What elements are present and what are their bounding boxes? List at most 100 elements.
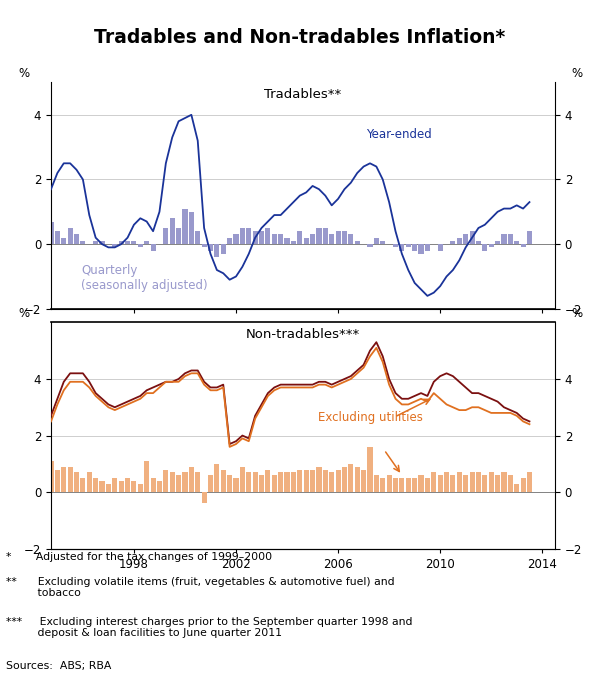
Bar [49,461,53,492]
Bar [488,244,494,247]
Bar [335,231,341,244]
Bar [74,473,79,492]
Bar [163,228,169,244]
Bar [202,492,206,503]
Bar [367,447,373,492]
Bar [265,228,271,244]
Bar [393,478,398,492]
Bar [182,473,188,492]
Bar [316,467,322,492]
Bar [425,244,430,251]
Bar [68,467,73,492]
Bar [495,475,500,492]
Bar [55,470,60,492]
Bar [112,478,118,492]
Bar [240,467,245,492]
Bar [355,467,360,492]
Bar [119,241,124,244]
Bar [227,238,232,244]
Bar [144,461,149,492]
Bar [170,473,175,492]
Bar [527,231,532,244]
Bar [316,228,322,244]
Text: Tradables and Non-tradables Inflation*: Tradables and Non-tradables Inflation* [94,28,506,47]
Text: Year-ended: Year-ended [366,128,432,140]
Bar [284,238,290,244]
Text: Quarterly
(seasonally adjusted): Quarterly (seasonally adjusted) [81,264,208,291]
Bar [418,475,424,492]
Bar [100,241,104,244]
Bar [374,238,379,244]
Text: %: % [572,67,583,80]
Bar [451,241,455,244]
Text: *       Adjusted for the tax changes of 1999–2000: * Adjusted for the tax changes of 1999–2… [6,552,272,562]
Bar [386,475,392,492]
Bar [157,481,162,492]
Bar [451,475,455,492]
Bar [253,231,258,244]
Bar [418,244,424,254]
Bar [304,470,309,492]
Bar [291,241,296,244]
Bar [112,244,118,247]
Bar [502,473,506,492]
Bar [246,228,251,244]
Text: ***     Excluding interest charges prior to the September quarter 1998 and
     : *** Excluding interest charges prior to … [6,617,413,638]
Bar [425,478,430,492]
Bar [508,475,513,492]
Bar [393,244,398,247]
Text: Excluding utilities: Excluding utilities [317,411,422,424]
Bar [151,244,155,251]
Bar [233,478,239,492]
Bar [463,475,468,492]
Text: %: % [18,307,29,320]
Bar [131,241,136,244]
Bar [431,473,436,492]
Bar [80,241,85,244]
Bar [400,244,404,251]
Bar [412,478,417,492]
Bar [106,484,111,492]
Bar [265,470,271,492]
Bar [437,244,443,251]
Bar [208,244,213,251]
Bar [348,464,353,492]
Bar [335,470,341,492]
Text: %: % [18,67,29,80]
Bar [323,228,328,244]
Bar [374,475,379,492]
Bar [342,467,347,492]
Bar [406,478,411,492]
Bar [463,234,468,244]
Bar [144,241,149,244]
Bar [227,475,232,492]
Bar [259,475,264,492]
Bar [310,470,315,492]
Bar [348,234,353,244]
Bar [214,464,220,492]
Bar [278,473,283,492]
Bar [68,228,73,244]
Bar [514,484,519,492]
Bar [291,473,296,492]
Bar [138,484,143,492]
Bar [214,244,220,257]
Text: %: % [572,307,583,320]
Bar [521,478,526,492]
Bar [259,231,264,244]
Bar [437,475,443,492]
Text: Non-tradables***: Non-tradables*** [246,328,360,341]
Bar [329,473,334,492]
Bar [125,478,130,492]
Bar [100,481,104,492]
Bar [189,212,194,244]
Bar [233,234,239,244]
Bar [151,478,155,492]
Bar [406,244,411,247]
Bar [253,473,258,492]
Bar [457,238,462,244]
Bar [202,244,206,247]
Bar [208,475,213,492]
Bar [482,244,487,251]
Bar [55,231,60,244]
